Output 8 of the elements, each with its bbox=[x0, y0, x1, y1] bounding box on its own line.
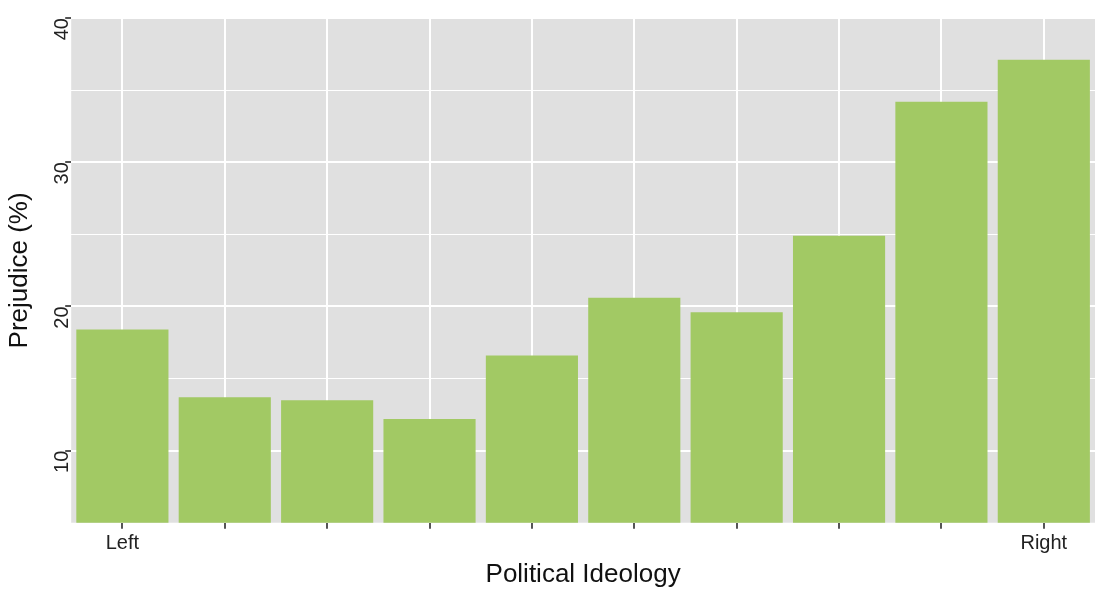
y-tick-label: 30 bbox=[49, 162, 72, 185]
y-tick-label: 10 bbox=[49, 450, 72, 473]
y-axis-title: Prejudice (%) bbox=[2, 192, 33, 349]
x-tick-label: Right bbox=[1020, 531, 1068, 554]
x-tick-label: Left bbox=[105, 531, 140, 554]
y-tick-label: 40 bbox=[49, 18, 72, 41]
x-axis-title: Political Ideology bbox=[485, 557, 681, 588]
y-tick-label: 20 bbox=[49, 306, 72, 329]
